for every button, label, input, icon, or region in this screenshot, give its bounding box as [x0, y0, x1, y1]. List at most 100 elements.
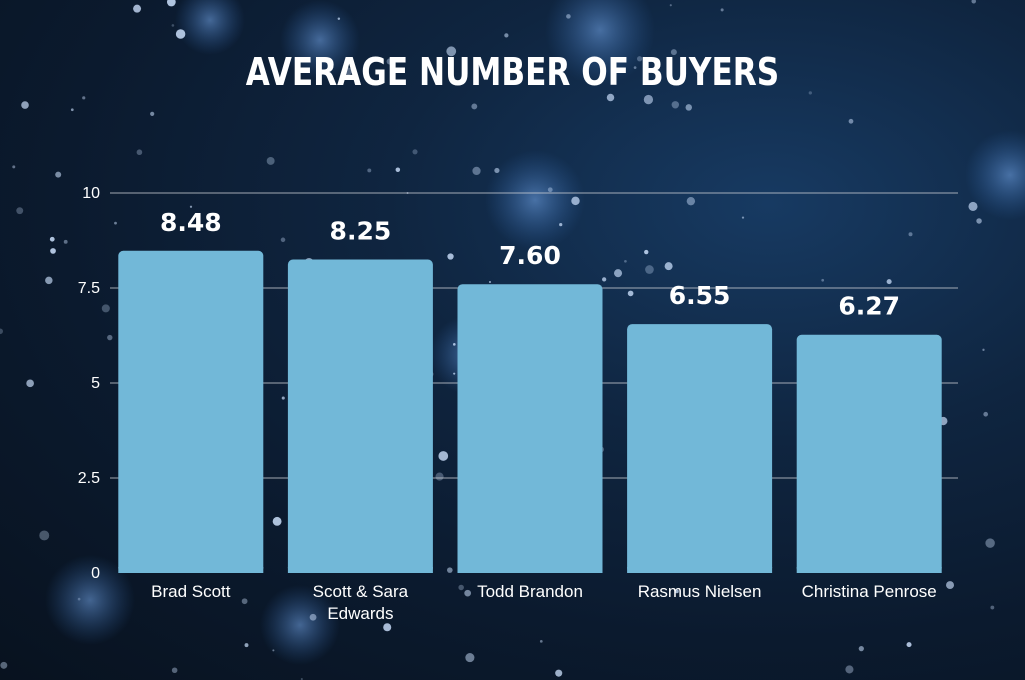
bokeh-dot [446, 46, 457, 57]
bokeh-dot [674, 589, 679, 594]
bokeh-blob [545, 0, 655, 85]
bokeh-dot [670, 49, 677, 56]
bar-base [796, 567, 942, 573]
bokeh-dot [359, 236, 362, 240]
bokeh-dot [21, 101, 29, 109]
bokeh-dot [741, 216, 745, 219]
bokeh-dot [166, 0, 176, 7]
bokeh-dot [50, 248, 56, 254]
bokeh-dot [70, 108, 74, 112]
bokeh-dot [908, 232, 913, 237]
value-label: 6.27 [838, 292, 900, 321]
bokeh-blob [280, 0, 360, 80]
bokeh-dot [614, 269, 623, 278]
value-label: 8.48 [160, 208, 222, 237]
bokeh-dot [77, 597, 81, 601]
bokeh-dot [968, 201, 978, 211]
bar-base [287, 567, 433, 573]
bokeh-dot [337, 17, 341, 20]
bokeh-dot [990, 605, 995, 610]
bokeh-blob [45, 555, 135, 645]
bokeh-dot [272, 649, 275, 652]
bokeh-dot [309, 613, 317, 621]
bokeh-dot [241, 598, 248, 605]
bokeh-dot [367, 168, 372, 173]
bokeh-dot [539, 639, 543, 643]
bokeh-dot [566, 14, 571, 19]
bokeh-dot [171, 667, 178, 674]
category-labels: Brad Scott Scott & Sara Edwards Todd Brando… [151, 582, 937, 623]
bokeh-dot [344, 67, 353, 75]
value-label: 6.55 [669, 281, 731, 310]
bokeh-blob [175, 0, 245, 55]
bar [796, 334, 942, 573]
bokeh-dot [664, 262, 673, 271]
bokeh-dot [101, 304, 110, 313]
bokeh-dot [107, 334, 113, 341]
bokeh-dot [858, 646, 864, 652]
value-label: 7.60 [499, 241, 561, 270]
bokeh-dot [848, 118, 854, 124]
bokeh-dot [412, 149, 418, 155]
bokeh-dot [150, 111, 155, 116]
x-tick-label: Brad Scott [151, 582, 231, 601]
bokeh-dot [45, 276, 53, 285]
bokeh-dot [494, 167, 500, 174]
bokeh-dot [633, 66, 637, 69]
y-tick-label: 7.5 [78, 280, 100, 297]
bar-base [627, 567, 773, 573]
bokeh-dot [627, 290, 634, 297]
bokeh-dot [645, 265, 654, 274]
bar [118, 250, 264, 573]
bokeh-dot [555, 669, 563, 677]
bar-base [118, 567, 264, 573]
bar-base [457, 567, 603, 573]
bokeh-dot [300, 677, 303, 680]
bar [457, 284, 603, 573]
bokeh-dot [63, 239, 68, 244]
x-tick-label: Todd Brandon [477, 582, 583, 601]
bokeh-dot [983, 411, 989, 417]
bokeh-dot [133, 4, 142, 13]
bokeh-dot [971, 0, 976, 4]
bokeh-dot [808, 91, 812, 95]
bokeh-dot [435, 472, 444, 481]
bokeh-dot [82, 96, 86, 100]
bokeh-dot [447, 567, 453, 573]
x-tick-label: Scott & Sara Edwards [313, 582, 409, 623]
bokeh-dot [547, 187, 553, 193]
bokeh-dot [821, 278, 825, 282]
bokeh-dot [136, 149, 143, 156]
bokeh-dot [488, 280, 492, 284]
bokeh-dot [0, 661, 8, 669]
x-tick-label: Rasmus Nielsen [638, 582, 762, 601]
bokeh-dot [395, 167, 401, 173]
bokeh-dot [438, 451, 449, 461]
bokeh-dot [386, 58, 393, 65]
bokeh-dot [458, 584, 464, 591]
bar [287, 259, 433, 573]
bokeh-dot [720, 8, 724, 12]
bokeh-dot [280, 237, 286, 243]
y-axis-ticks: 0 2.5 5 7.5 10 [78, 185, 100, 582]
bokeh-dot [644, 249, 649, 255]
bokeh-dot [39, 530, 50, 541]
bokeh-blob [965, 130, 1025, 220]
bokeh-dot [669, 4, 672, 7]
bokeh-dot [0, 328, 3, 335]
chart-title: AVERAGE NUMBER OF BUYERS [245, 50, 780, 94]
bokeh-dot [175, 29, 186, 39]
y-tick-label: 2.5 [78, 470, 100, 487]
value-labels: 8.48 8.25 7.60 6.55 6.27 [160, 208, 900, 321]
bokeh-dot [55, 171, 62, 178]
bokeh-dot [471, 103, 478, 110]
bokeh-dot [976, 218, 982, 224]
bokeh-dot [886, 279, 892, 285]
bokeh-dot [281, 396, 285, 400]
bokeh-dot [272, 516, 282, 526]
bokeh-dot [985, 538, 995, 548]
bokeh-dot [453, 372, 456, 375]
